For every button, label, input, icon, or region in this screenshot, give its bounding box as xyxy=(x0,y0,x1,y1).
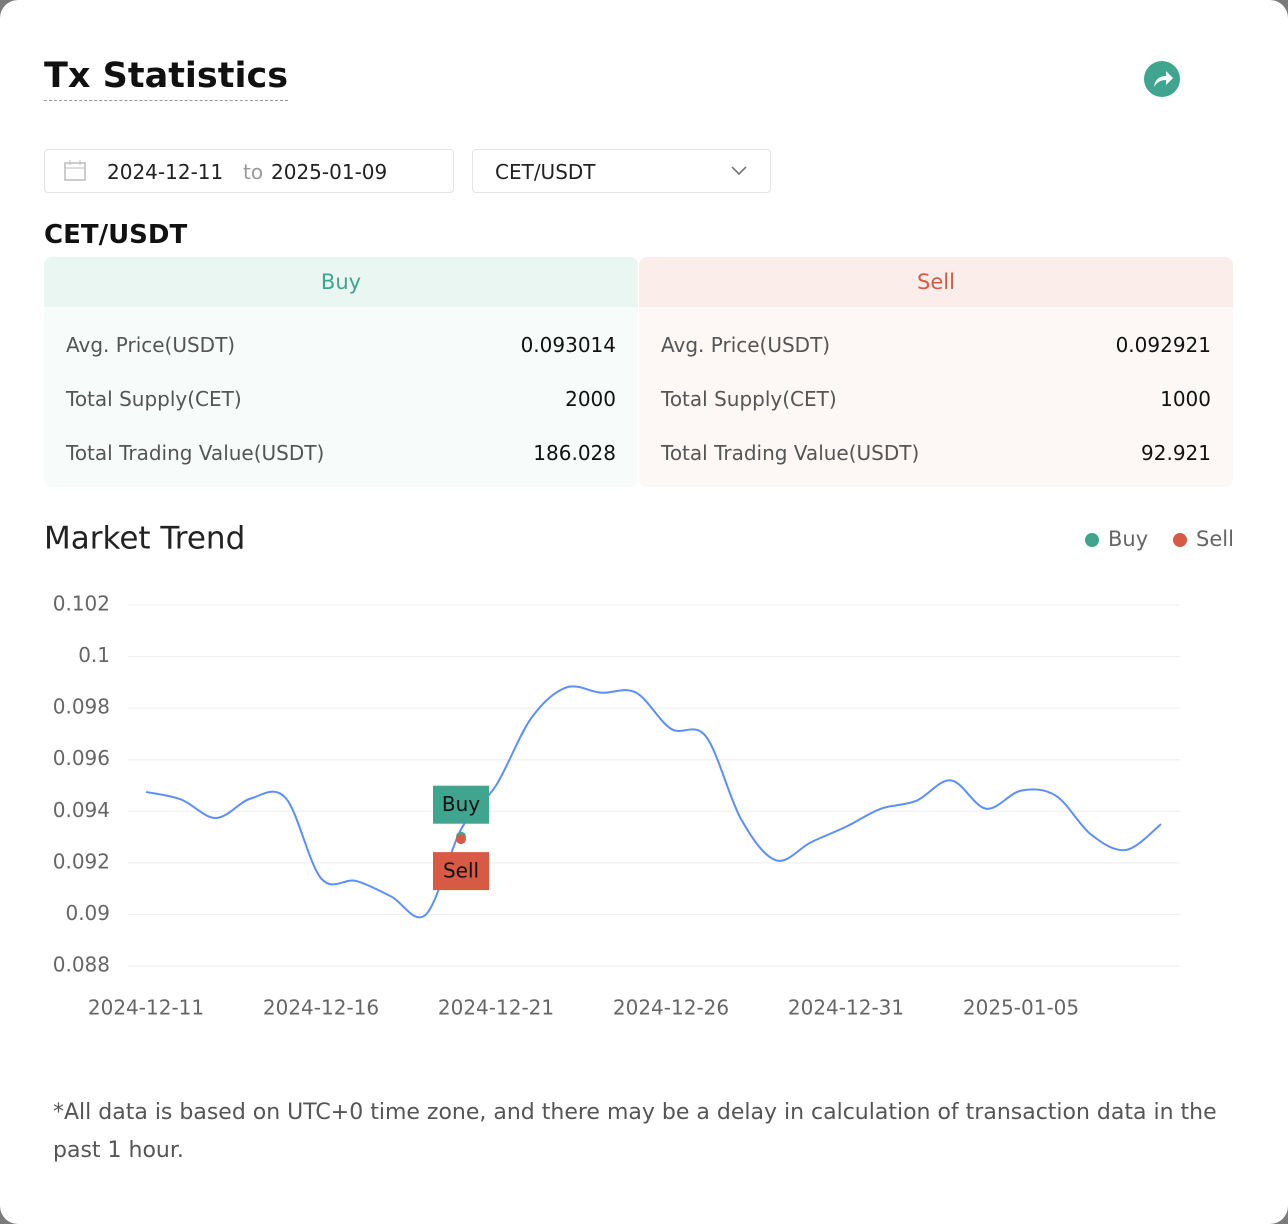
footnote: *All data is based on UTC+0 time zone, a… xyxy=(53,1100,1217,1163)
sell-panel: Sell Avg. Price(USDT) 0.092921 Total Suppl… xyxy=(639,257,1233,487)
stat-label: Avg. Price(USDT) xyxy=(66,333,236,357)
x-tick-label: 2025-01-05 xyxy=(963,996,1079,1020)
share-button[interactable] xyxy=(1144,61,1180,97)
stat-row: Total Supply(CET) 1000 xyxy=(661,387,1211,417)
x-tick-label: 2024-12-31 xyxy=(788,996,904,1020)
price-line xyxy=(145,685,1162,919)
pair-title: CET/USDT xyxy=(44,220,188,250)
stat-value: 0.092921 xyxy=(1115,333,1211,357)
x-tick-label: 2024-12-26 xyxy=(613,996,729,1020)
page-title: Tx Statistics xyxy=(44,56,289,101)
stat-label: Total Supply(CET) xyxy=(661,387,837,411)
y-tick-label: 0.102 xyxy=(53,592,110,616)
pair-select-value: CET/USDT xyxy=(495,160,596,184)
stat-label: Avg. Price(USDT) xyxy=(661,333,831,357)
date-separator: to xyxy=(243,160,264,184)
legend-swatch xyxy=(1173,533,1187,547)
stat-row: Total Trading Value(USDT) 186.028 xyxy=(66,441,616,471)
x-tick-label: 2024-12-21 xyxy=(438,996,554,1020)
stat-value: 1000 xyxy=(1160,387,1211,411)
pair-select[interactable]: CET/USDT xyxy=(472,149,771,193)
stat-label: Total Supply(CET) xyxy=(66,387,242,411)
stat-value: 92.921 xyxy=(1141,441,1211,465)
x-tick-label: 2024-12-11 xyxy=(88,996,204,1020)
legend-swatch xyxy=(1085,533,1099,547)
y-tick-label: 0.09 xyxy=(65,901,110,925)
y-tick-label: 0.094 xyxy=(53,798,110,822)
stat-value: 186.028 xyxy=(533,441,616,465)
stat-label: Total Trading Value(USDT) xyxy=(661,441,920,465)
end-date: 2025-01-09 xyxy=(271,160,388,184)
start-date: 2024-12-11 xyxy=(107,160,224,184)
marker-label: Buy xyxy=(442,792,480,816)
buy-heading: Buy xyxy=(44,257,638,307)
calendar-icon xyxy=(64,160,86,181)
share-icon xyxy=(1154,71,1173,87)
marker-label-box xyxy=(433,852,489,891)
stat-row: Total Trading Value(USDT) 92.921 xyxy=(661,441,1211,471)
y-tick-label: 0.1 xyxy=(78,643,110,667)
stat-value: 2000 xyxy=(565,387,616,411)
stat-label: Total Trading Value(USDT) xyxy=(66,441,325,465)
chart-title: Market Trend xyxy=(44,521,245,557)
y-tick-label: 0.096 xyxy=(53,746,110,770)
stat-row: Total Supply(CET) 2000 xyxy=(66,387,616,417)
chart: Market Trend 0.088 0.09 0.092 0.094 0.096 0.0… xyxy=(44,521,1234,1020)
sell-heading: Sell xyxy=(639,257,1233,307)
stat-value: 0.093014 xyxy=(520,333,616,357)
legend-label: Buy xyxy=(1108,527,1148,551)
buy-panel: Buy Avg. Price(USDT) 0.093014 Total Supply… xyxy=(44,257,638,487)
stat-row: Avg. Price(USDT) 0.093014 xyxy=(66,333,616,363)
y-tick-label: 0.088 xyxy=(53,953,110,977)
marker-label-box xyxy=(433,785,489,824)
chevron-icon xyxy=(731,166,747,176)
x-tick-label: 2024-12-16 xyxy=(263,996,379,1020)
date-range[interactable]: 2024-12-11 to 2025-01-09 xyxy=(44,149,454,193)
marker-label: Sell xyxy=(443,859,479,883)
y-tick-label: 0.092 xyxy=(53,849,110,873)
marker-dot xyxy=(456,834,466,845)
stat-row: Avg. Price(USDT) 0.092921 xyxy=(661,333,1211,363)
legend-label: Sell xyxy=(1196,527,1234,551)
y-tick-label: 0.098 xyxy=(53,695,110,719)
